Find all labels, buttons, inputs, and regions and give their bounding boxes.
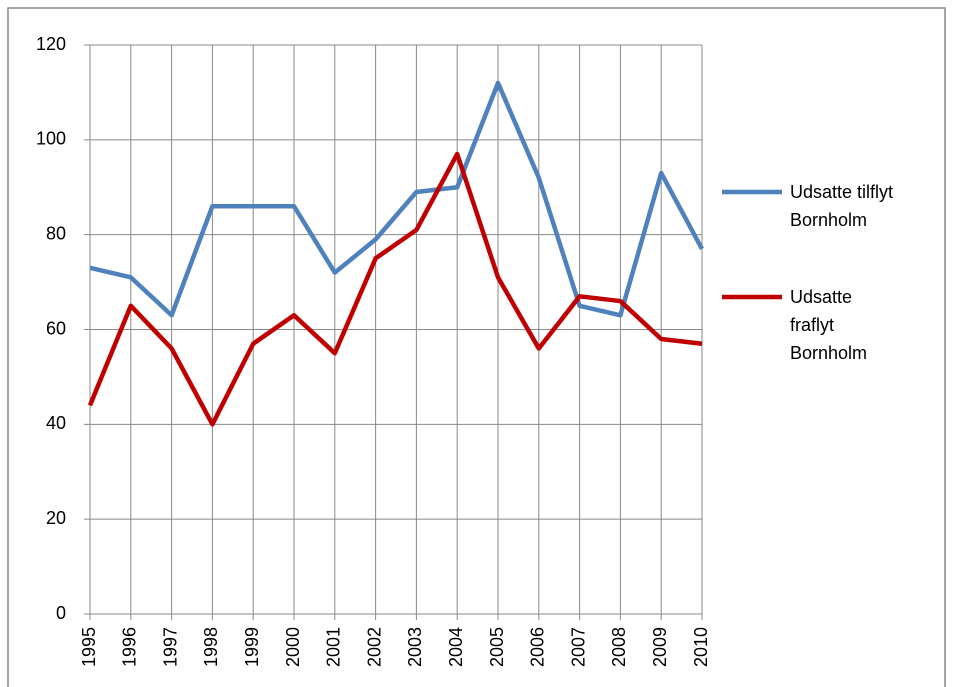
x-tick-label: 1996 [120,627,140,667]
x-tick-label: 1997 [160,627,180,667]
y-tick-label: 40 [46,413,66,433]
x-tick-label: 2001 [324,627,344,667]
chart-frame [7,7,946,687]
x-tick-label: 1999 [242,627,262,667]
legend-label: Udsatte fraflyt Bornholm [790,287,868,363]
y-tick-label: 100 [36,129,66,149]
series-line [89,80,704,318]
x-tick-label: 2004 [446,627,466,667]
x-tick-label: 2005 [487,627,507,667]
x-tick-label: 2003 [405,627,425,667]
series-line [87,151,703,427]
x-tick-label: 1995 [79,627,99,667]
x-tick-label: 2009 [650,627,670,667]
y-tick-label: 20 [46,508,66,528]
x-tick-label: 1998 [201,627,221,667]
x-tick-label: 2000 [283,627,303,667]
x-tick-label: 2007 [568,627,588,667]
y-tick-label: 60 [46,318,66,338]
y-tick-label: 80 [46,223,66,243]
legend-label: Udsatte tilflyt Bornholm [790,182,894,230]
x-tick-label: 2010 [691,627,711,667]
x-tick-label: 2002 [364,627,384,667]
x-tick-label: 2006 [528,627,548,667]
x-tick-label: 2008 [609,627,629,667]
y-tick-label: 0 [56,603,66,623]
y-tick-label: 120 [36,34,66,54]
